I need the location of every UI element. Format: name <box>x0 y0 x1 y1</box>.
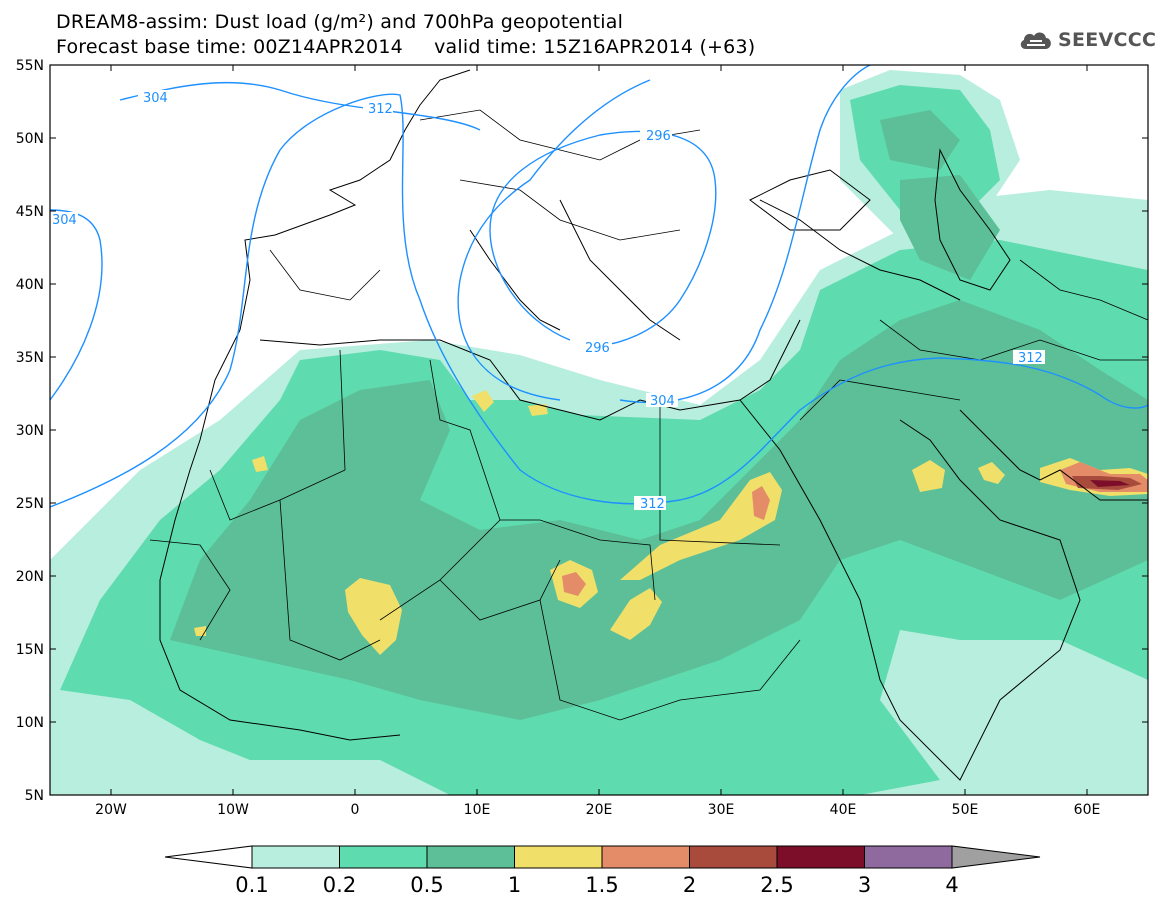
colorbar-label: 0.5 <box>410 873 443 897</box>
coastlines <box>159 69 1148 781</box>
colorbar-swatch <box>776 845 865 869</box>
seevccc-logo: SEEVCCC <box>1018 26 1156 54</box>
lon-label: 60E <box>1074 802 1101 818</box>
chart-title: DREAM8-assim: Dust load (g/m²) and 700hP… <box>56 11 624 33</box>
lon-label: 10W <box>217 802 249 818</box>
lat-label: 5N <box>25 788 44 804</box>
contour-label: 312 <box>368 102 393 117</box>
contour-label: 304 <box>650 394 675 409</box>
country-borders <box>149 109 1148 721</box>
colorbar-label: 4 <box>945 873 958 897</box>
lon-label: 20E <box>586 802 613 818</box>
contour-label: 312 <box>640 497 665 512</box>
lon-label: 20W <box>95 802 127 818</box>
lon-label: 0 <box>351 802 360 818</box>
lon-label: 10E <box>464 802 491 818</box>
lat-label: 30N <box>16 423 44 439</box>
contour-label: 312 <box>1018 351 1043 366</box>
lat-label: 45N <box>16 204 44 220</box>
lon-label: 40E <box>830 802 857 818</box>
colorbar-swatch <box>864 845 953 869</box>
contour-label: 304 <box>143 91 168 106</box>
colorbar-label: 2.5 <box>760 873 793 897</box>
colorbar-swatch <box>339 845 428 869</box>
latitude-labels: 55N 50N 45N 40N 35N 30N 25N 20N 15N 10N 5N <box>16 58 44 804</box>
logo-text: SEEVCCC <box>1058 29 1157 51</box>
lat-label: 50N <box>16 131 44 147</box>
lat-label: 40N <box>16 277 44 293</box>
colorbar-swatch <box>426 845 515 869</box>
cloud-icon <box>1020 32 1051 49</box>
chart-subtitle: Forecast base time: 00Z14APR2014 valid t… <box>56 36 756 58</box>
lat-label: 55N <box>16 58 44 74</box>
axis-ticks <box>50 64 1148 796</box>
lat-label: 15N <box>16 642 44 658</box>
lat-label: 25N <box>16 496 44 512</box>
lat-label: 20N <box>16 569 44 585</box>
longitude-labels: 20W 10W 0 10E 20E 30E 40E 50E 60E <box>95 802 1100 818</box>
colorbar-label: 2 <box>683 873 696 897</box>
colorbar-swatch <box>514 845 603 869</box>
colorbar-swatch <box>251 845 340 869</box>
colorbar <box>164 845 1041 869</box>
colorbar-swatch <box>689 845 778 869</box>
colorbar-label: 3 <box>858 873 871 897</box>
lat-label: 10N <box>16 715 44 731</box>
colorbar-swatch <box>601 845 690 869</box>
colorbar-label: 0.1 <box>235 873 268 897</box>
contour-label: 296 <box>646 129 671 144</box>
dust-field-0.5 <box>170 110 1148 720</box>
lon-label: 50E <box>952 802 979 818</box>
contour-label: 296 <box>585 341 610 356</box>
map-area: 304 312 296 304 296 304 312 312 <box>50 65 1148 795</box>
lat-label: 35N <box>16 350 44 366</box>
contour-label: 304 <box>52 213 77 228</box>
dust-field-3 <box>1090 480 1130 487</box>
colorbar-labels: 0.1 0.2 0.5 1 1.5 2 2.5 3 4 <box>235 873 958 897</box>
contour-label-group: 304 312 296 304 296 304 312 312 <box>50 90 1045 512</box>
lon-label: 30E <box>708 802 735 818</box>
colorbar-label: 1 <box>508 873 521 897</box>
colorbar-label: 0.2 <box>323 873 356 897</box>
colorbar-label: 1.5 <box>585 873 618 897</box>
colorbar-over-triangle <box>951 845 1041 869</box>
colorbar-under-triangle <box>164 845 253 869</box>
